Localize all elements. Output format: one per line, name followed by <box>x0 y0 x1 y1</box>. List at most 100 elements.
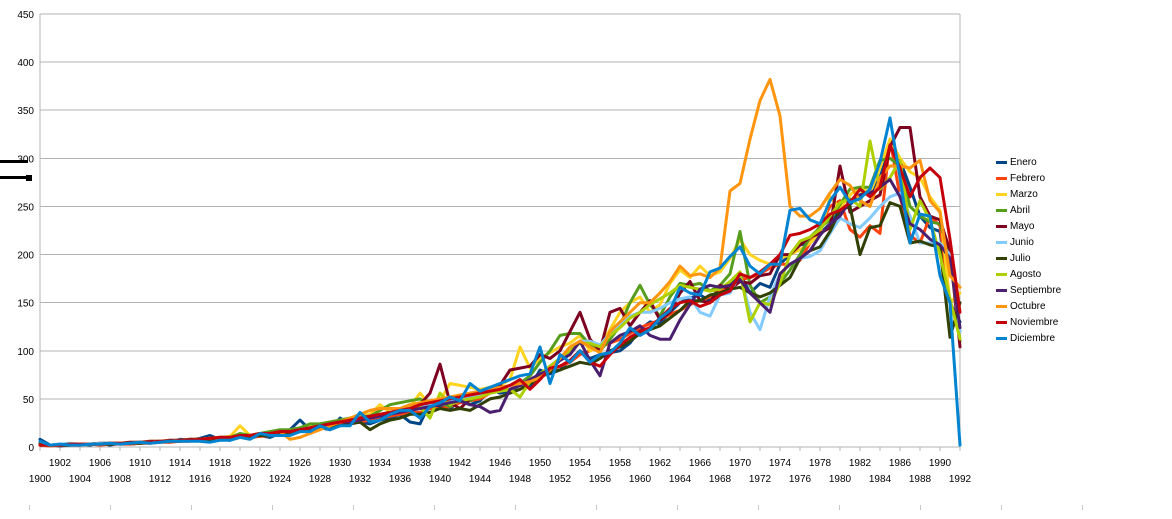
x-tick-label: 1982 <box>849 458 872 469</box>
y-tick-label: 150 <box>17 299 34 310</box>
handle-bar-top <box>0 160 28 163</box>
x-tick-label: 1930 <box>329 458 352 469</box>
legend-label: Diciembre <box>1010 332 1056 344</box>
series-line-noviembre <box>38 143 962 447</box>
legend-swatch <box>996 304 1007 308</box>
x-tick-label: 1934 <box>369 458 392 469</box>
y-tick-label: 200 <box>17 251 34 262</box>
x-tick-label: 1958 <box>609 458 632 469</box>
x-tick-label: 1920 <box>229 474 252 485</box>
legend-swatch <box>996 208 1007 212</box>
legend-label: Abril <box>1010 204 1031 216</box>
x-tick-label: 1940 <box>429 474 452 485</box>
x-tick-label: 1988 <box>909 474 932 485</box>
handle-square[interactable] <box>26 175 32 181</box>
x-tick-label: 1914 <box>169 458 192 469</box>
x-tick-label: 1992 <box>949 474 972 485</box>
series-line-diciembre <box>38 116 962 447</box>
series-line-abril <box>38 156 962 447</box>
legend-swatch <box>996 192 1007 196</box>
y-tick-label: 100 <box>17 347 34 358</box>
legend-swatch <box>996 160 1007 164</box>
legend-item: Junio <box>996 234 1061 250</box>
bottom-ruler <box>0 505 1172 513</box>
x-tick-label: 1910 <box>129 458 152 469</box>
x-tick-label: 1968 <box>709 474 732 485</box>
legend-item: Agosto <box>996 266 1061 282</box>
x-tick-label: 1924 <box>269 474 292 485</box>
y-tick-label: 450 <box>17 10 34 21</box>
x-tick-label: 1962 <box>649 458 672 469</box>
y-tick-label: 50 <box>23 395 35 406</box>
x-tick-label: 1908 <box>109 474 132 485</box>
x-tick-label: 1980 <box>829 474 852 485</box>
x-tick-label: 1966 <box>689 458 712 469</box>
legend-swatch <box>996 272 1007 276</box>
x-tick-label: 1952 <box>549 474 572 485</box>
x-tick-label: 1932 <box>349 474 372 485</box>
x-tick-label: 1970 <box>729 458 752 469</box>
x-tick-label: 1960 <box>629 474 652 485</box>
legend-item: Julio <box>996 250 1061 266</box>
x-tick-label: 1944 <box>469 474 492 485</box>
legend-swatch <box>996 336 1007 340</box>
y-tick-label: 400 <box>17 58 34 69</box>
legend-label: Mayo <box>1010 220 1035 232</box>
legend-item: Noviembre <box>996 314 1061 330</box>
selection-handle[interactable] <box>0 160 32 181</box>
legend-swatch <box>996 320 1007 324</box>
x-tick-label: 1942 <box>449 458 472 469</box>
x-tick-label: 1950 <box>529 458 552 469</box>
x-tick-label: 1954 <box>569 458 592 469</box>
x-tick-label: 1936 <box>389 474 412 485</box>
legend-item: Enero <box>996 154 1061 170</box>
x-tick-label: 1984 <box>869 474 892 485</box>
series-lines <box>38 77 962 448</box>
x-tick-label: 1972 <box>749 474 772 485</box>
handle-bar-bottom <box>0 176 28 179</box>
x-tick-label: 1904 <box>69 474 92 485</box>
legend-item: Abril <box>996 202 1061 218</box>
x-tick-label: 1926 <box>289 458 312 469</box>
x-tick-label: 1978 <box>809 458 832 469</box>
legend-swatch <box>996 288 1007 292</box>
x-tick-label: 1986 <box>889 458 912 469</box>
y-tick-label: 350 <box>17 106 34 117</box>
x-tick-label: 1956 <box>589 474 612 485</box>
legend-label: Septiembre <box>1010 284 1062 296</box>
legend-swatch <box>996 224 1007 228</box>
x-tick-label: 1900 <box>29 474 52 485</box>
legend-label: Octubre <box>1010 300 1046 312</box>
legend-label: Junio <box>1010 236 1034 248</box>
gridlines <box>39 13 961 451</box>
x-tick-label: 1946 <box>489 458 512 469</box>
x-tick-label: 1912 <box>149 474 172 485</box>
y-tick-label: 0 <box>28 443 34 454</box>
legend-label: Julio <box>1010 252 1031 264</box>
x-tick-label: 1948 <box>509 474 532 485</box>
legend-item: Septiembre <box>996 282 1061 298</box>
legend-item: Febrero <box>996 170 1061 186</box>
legend-label: Marzo <box>1010 188 1038 200</box>
legend-swatch <box>996 176 1007 180</box>
x-tick-label: 1990 <box>929 458 952 469</box>
legend-item: Mayo <box>996 218 1061 234</box>
x-tick-label: 1922 <box>249 458 272 469</box>
x-tick-label: 1976 <box>789 474 812 485</box>
x-tick-label: 1928 <box>309 474 332 485</box>
legend-label: Noviembre <box>1010 316 1059 328</box>
series-line-agosto <box>38 139 962 447</box>
x-tick-label: 1916 <box>189 474 212 485</box>
legend-item: Diciembre <box>996 330 1061 346</box>
legend-swatch <box>996 256 1007 260</box>
x-tick-label: 1906 <box>89 458 112 469</box>
x-tick-label: 1938 <box>409 458 432 469</box>
legend-swatch <box>996 240 1007 244</box>
y-tick-label: 300 <box>17 154 34 165</box>
legend-label: Enero <box>1010 156 1037 168</box>
legend-item: Marzo <box>996 186 1061 202</box>
series-line-febrero <box>38 137 962 448</box>
legend-item: Octubre <box>996 298 1061 314</box>
x-tick-label: 1902 <box>49 458 72 469</box>
